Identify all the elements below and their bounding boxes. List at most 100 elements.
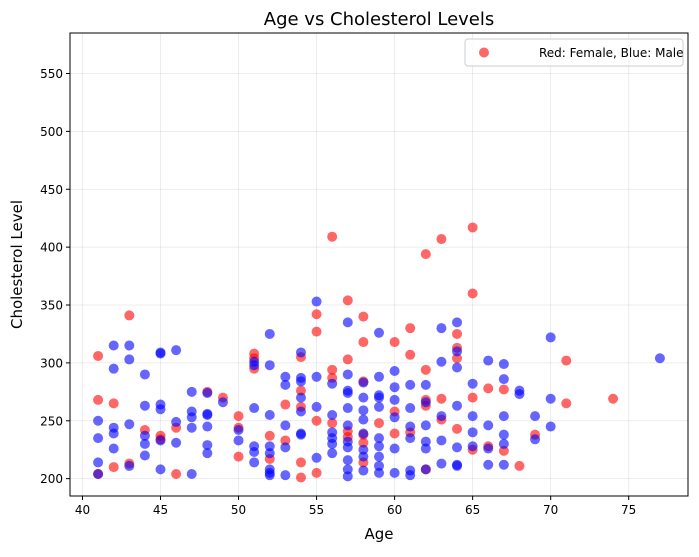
male-data-point	[374, 327, 384, 338]
male-data-point	[420, 379, 431, 390]
male-data-point	[280, 470, 291, 481]
male-data-point	[452, 442, 463, 453]
female-data-point	[452, 328, 463, 339]
female-data-point	[561, 398, 572, 409]
male-data-point	[374, 441, 384, 452]
female-data-point	[108, 462, 119, 473]
male-data-point	[420, 436, 431, 447]
male-data-point	[530, 434, 541, 445]
y-tick-label: 250	[40, 414, 63, 428]
male-data-point	[139, 400, 150, 411]
female-data-point	[295, 472, 306, 483]
male-data-point	[342, 442, 353, 453]
male-data-point	[374, 451, 384, 462]
x-axis-label: Age	[364, 525, 393, 543]
male-data-point	[295, 376, 306, 387]
male-data-point	[108, 363, 119, 374]
male-data-point	[295, 392, 306, 403]
female-data-point	[311, 467, 322, 478]
male-data-point	[374, 467, 384, 478]
male-data-point	[452, 346, 463, 357]
y-axis-label: Cholesterol Level	[8, 200, 26, 329]
male-data-point	[311, 452, 322, 463]
male-data-point	[186, 386, 197, 397]
male-data-point	[420, 420, 431, 431]
male-data-point	[358, 405, 369, 416]
female-data-point	[311, 326, 322, 337]
male-data-point	[311, 371, 322, 382]
male-data-point	[452, 400, 463, 411]
male-data-point	[374, 433, 384, 444]
female-data-point	[233, 451, 244, 462]
male-data-point	[498, 459, 509, 470]
legend-marker-icon	[479, 47, 489, 58]
female-data-point	[498, 445, 509, 456]
chart-title: Age vs Cholesterol Levels	[264, 9, 495, 30]
male-data-point	[436, 411, 447, 422]
male-data-point	[295, 406, 306, 417]
female-data-point	[389, 337, 400, 348]
male-data-point	[342, 403, 353, 414]
female-data-point	[311, 415, 322, 426]
male-data-point	[467, 378, 478, 389]
y-tick-label: 550	[40, 67, 63, 81]
female-data-point	[108, 398, 119, 409]
male-data-point	[467, 441, 478, 452]
axis-ticks: 40 45 50 55 60 65 70 75 200 250 300 350 400 450 500 550	[40, 67, 636, 517]
male-data-point	[405, 433, 416, 444]
male-data-point	[171, 437, 182, 448]
female-data-point	[264, 430, 275, 441]
male-data-point	[545, 393, 556, 404]
male-data-point	[233, 435, 244, 446]
male-data-point	[139, 450, 150, 461]
legend-label: Red: Female, Blue: Male	[539, 46, 684, 60]
male-data-point	[233, 425, 244, 436]
female-data-point	[280, 435, 291, 446]
male-data-point	[420, 443, 431, 454]
male-data-point	[280, 379, 291, 390]
female-data-point	[342, 354, 353, 365]
male-data-point	[358, 392, 369, 403]
x-tick-label: 50	[231, 503, 246, 517]
male-data-point	[467, 427, 478, 438]
male-data-point	[124, 354, 135, 365]
male-data-point	[358, 414, 369, 425]
male-data-point	[498, 411, 509, 422]
female-data-point	[514, 460, 525, 471]
male-data-point	[389, 467, 400, 478]
male-data-point	[342, 317, 353, 328]
x-tick-label: 40	[75, 503, 90, 517]
male-data-point	[342, 471, 353, 482]
male-data-point	[374, 401, 384, 412]
female-data-point	[280, 399, 291, 410]
male-data-point	[530, 411, 541, 422]
male-data-point	[264, 409, 275, 420]
male-data-point	[264, 441, 275, 452]
male-data-point	[249, 447, 260, 458]
male-data-point	[358, 451, 369, 462]
male-data-point	[545, 332, 556, 343]
male-data-point	[389, 382, 400, 393]
female-data-point	[389, 428, 400, 439]
grid-lines	[70, 33, 688, 496]
female-data-point	[311, 309, 322, 320]
female-data-point	[374, 418, 384, 429]
female-data-point	[452, 423, 463, 434]
female-data-point	[171, 469, 182, 480]
male-data-point	[249, 457, 260, 468]
male-data-point	[124, 419, 135, 430]
female-data-point	[467, 222, 478, 233]
male-data-point	[155, 435, 166, 446]
male-data-point	[374, 371, 384, 382]
male-data-point	[467, 411, 478, 422]
legend-box	[464, 38, 684, 67]
male-data-point	[358, 444, 369, 455]
female-data-point	[358, 311, 369, 322]
female-data-point	[295, 385, 306, 396]
x-tick-label: 65	[465, 503, 480, 517]
female-data-point	[436, 393, 447, 404]
female-data-point	[342, 295, 353, 306]
male-data-point	[139, 430, 150, 441]
male-data-point	[436, 356, 447, 367]
male-data-point	[295, 347, 306, 358]
